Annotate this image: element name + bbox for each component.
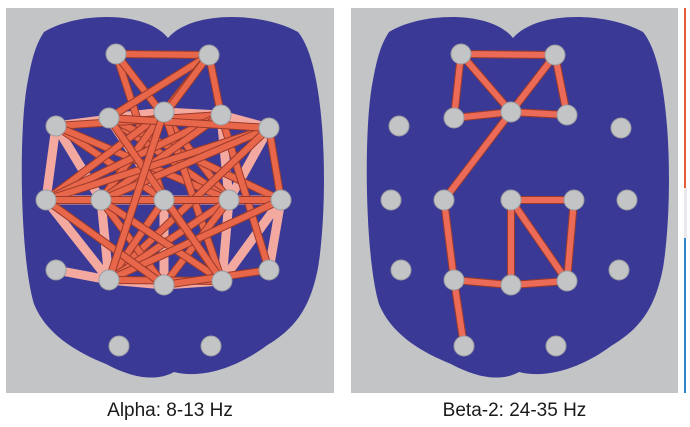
edge-weak [264, 195, 286, 275]
electrode-node [388, 115, 410, 137]
edge-weak [41, 195, 114, 285]
alpha-brain-network-panel [6, 8, 334, 393]
edge [43, 197, 167, 288]
electrode-node [153, 101, 175, 123]
edge-weak [217, 195, 286, 286]
electrode-node [105, 43, 127, 65]
edge-weak [41, 121, 61, 205]
electrode-node [258, 117, 280, 139]
edge [98, 125, 272, 203]
beta2-caption: Beta-2: 24-35 Hz [442, 400, 587, 421]
edge [441, 109, 514, 203]
electrode-node [98, 107, 120, 129]
electrode-node [108, 335, 130, 357]
electrode-node [500, 189, 522, 211]
electrode-node [390, 259, 412, 281]
beta2-brain-network-panel [351, 8, 678, 393]
electrode-node [556, 270, 578, 292]
edge [98, 197, 225, 284]
electrode-node [153, 274, 175, 296]
colorbar [684, 8, 690, 393]
electrode-node [258, 259, 280, 281]
electrode-node [563, 189, 585, 211]
edge-weak [217, 195, 234, 286]
edge [53, 123, 167, 203]
edge [451, 277, 467, 349]
electrode-node [198, 44, 220, 66]
electrode-node [450, 43, 472, 65]
beta2-brain-network-svg [366, 16, 669, 378]
colorbar-segment-neutral [684, 188, 687, 238]
electrode-node [544, 44, 566, 66]
edge [43, 109, 167, 203]
electrode-node [380, 189, 402, 211]
electrode-node [90, 189, 112, 211]
alpha-brain-network-svg [21, 16, 324, 378]
electrode-node [433, 189, 455, 211]
electrode-node [45, 115, 67, 137]
electrode-node [35, 189, 57, 211]
edge [266, 125, 284, 203]
electrode-node [610, 117, 632, 139]
edge [441, 197, 457, 283]
edge [458, 51, 558, 58]
electrode-node [98, 269, 120, 291]
edge [106, 197, 167, 283]
edge [106, 52, 212, 121]
edge [458, 51, 514, 115]
electrode-node [218, 189, 240, 211]
edge [113, 51, 212, 58]
electrode-nodes [35, 43, 292, 357]
electrode-nodes [380, 43, 638, 357]
electrode-node [608, 259, 630, 281]
electrode-node [500, 101, 522, 123]
edge [106, 115, 272, 131]
electrode-node [500, 274, 522, 296]
edge [106, 109, 167, 283]
electrode-node [45, 259, 67, 281]
edge-weak [224, 123, 274, 205]
electrode-node [616, 189, 638, 211]
electrode-node [443, 269, 465, 291]
electrode-node [545, 335, 567, 357]
electrode-node [453, 335, 475, 357]
electrode-node [153, 189, 175, 211]
electrode-node [210, 104, 232, 126]
electrode-node [211, 270, 233, 292]
electrode-node [443, 107, 465, 129]
edge [564, 197, 577, 284]
colorbar-segment-warm [684, 8, 686, 188]
electrode-node [200, 335, 222, 357]
edge [98, 112, 224, 203]
colorbar-segment-cool [684, 238, 686, 393]
electrode-node [270, 189, 292, 211]
edge [451, 51, 464, 121]
edge [508, 52, 558, 115]
alpha-caption: Alpha: 8-13 Hz [107, 400, 233, 421]
electrode-node [556, 104, 578, 126]
edge [508, 197, 570, 284]
